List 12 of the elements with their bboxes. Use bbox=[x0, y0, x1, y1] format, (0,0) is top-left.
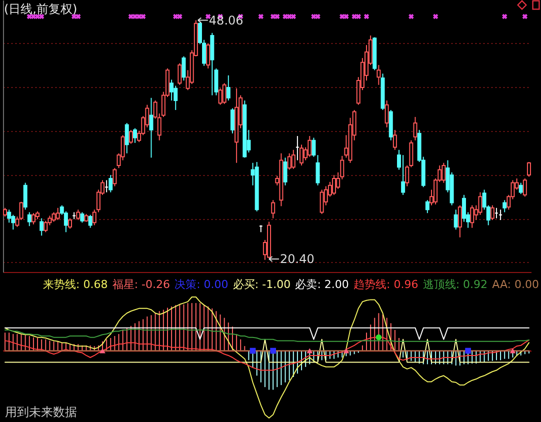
text: 必买: -1.00 bbox=[232, 278, 291, 291]
text: 来势线: 0.68 bbox=[43, 278, 108, 291]
annotation: 20.40 bbox=[280, 252, 314, 266]
text: 趋势线: 0.96 bbox=[354, 278, 418, 291]
text: 必卖: 2.00 bbox=[295, 278, 349, 291]
text: AA: 0.00 bbox=[492, 278, 539, 291]
series-label: 福星: -0.26 bbox=[112, 278, 170, 291]
annotation: 48.06 bbox=[208, 13, 244, 28]
annotation: 用到未来数据 bbox=[5, 405, 77, 419]
chart-title: (日线,前复权) bbox=[4, 2, 78, 16]
text: 决策: 0.00 bbox=[174, 278, 228, 291]
text: 逃顶线: 0.92 bbox=[422, 278, 488, 291]
